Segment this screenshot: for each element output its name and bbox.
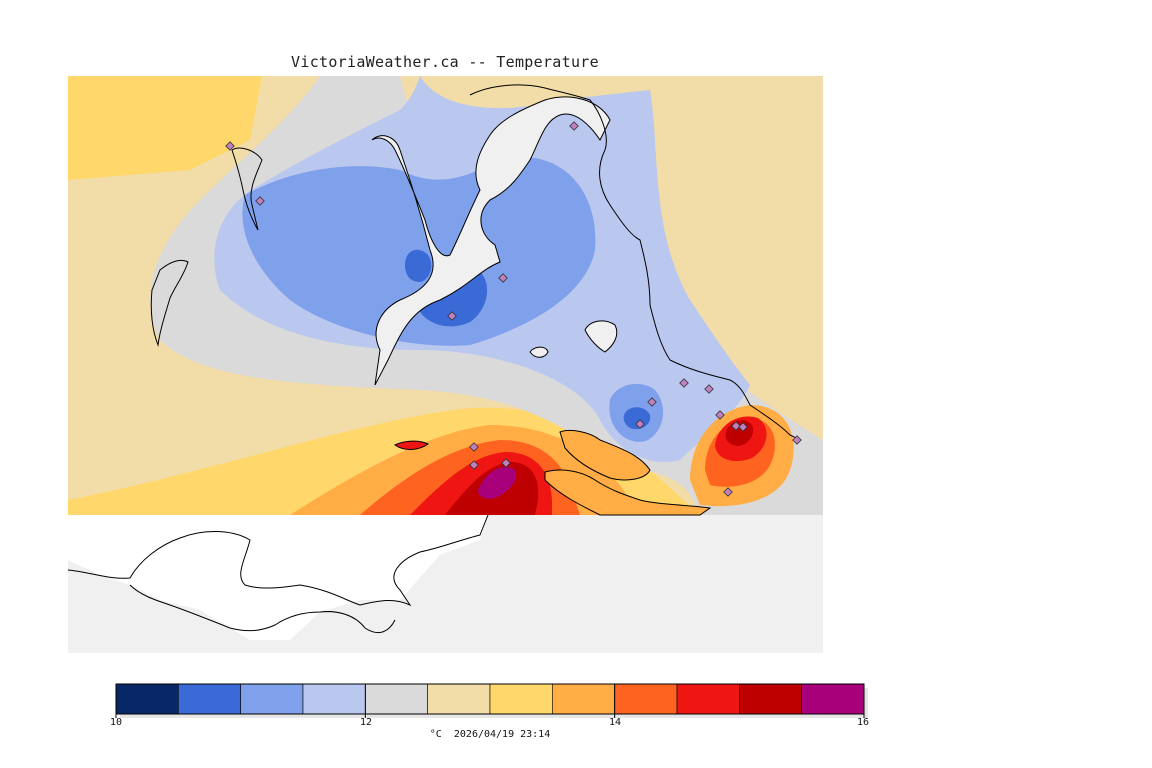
station-marker (447, 311, 457, 321)
station-marker (569, 121, 579, 131)
station-markers (225, 121, 802, 497)
legend-frame (115, 683, 865, 715)
legend-color-band (115, 683, 179, 715)
legend-color-band (365, 683, 428, 715)
legend-color-band (739, 683, 802, 715)
station-marker (498, 273, 508, 283)
station-marker (501, 458, 511, 468)
legend-color-band (614, 683, 678, 715)
station-marker (715, 410, 725, 420)
legend-color-band (676, 683, 740, 715)
color-legend (115, 683, 868, 718)
legend-tick-label: 14 (608, 717, 622, 728)
station-marker (723, 487, 733, 497)
legend-color-band (302, 683, 366, 715)
station-marker (635, 419, 645, 429)
station-marker (731, 421, 741, 431)
station-marker (469, 442, 479, 452)
map-title: VictoriaWeather.ca -- Temperature (291, 53, 599, 71)
contour-field (68, 76, 823, 515)
station-marker (738, 422, 748, 432)
legend-color-band (552, 683, 615, 715)
legend-caption: °C 2026/04/19 23:14 (430, 729, 550, 740)
units-label: °C (429, 729, 442, 740)
station-marker (704, 384, 714, 394)
legend-tick-label: 16 (856, 717, 870, 728)
legend-tick-label: 10 (109, 717, 123, 728)
timestamp: 2026/04/19 23:14 (453, 729, 551, 740)
legend-color-band (240, 683, 304, 715)
station-marker (679, 378, 689, 388)
legend-color-band (178, 683, 241, 715)
legend-color-band (427, 683, 491, 715)
station-marker (225, 141, 235, 151)
landmass-overlays (67, 96, 712, 633)
station-marker (647, 397, 657, 407)
station-marker (469, 460, 479, 470)
legend-tick-label: 12 (359, 717, 373, 728)
station-marker (255, 196, 265, 206)
legend-color-band (489, 683, 553, 715)
legend-color-band (801, 683, 865, 715)
washington-landmass (68, 515, 488, 640)
station-marker (792, 435, 802, 445)
